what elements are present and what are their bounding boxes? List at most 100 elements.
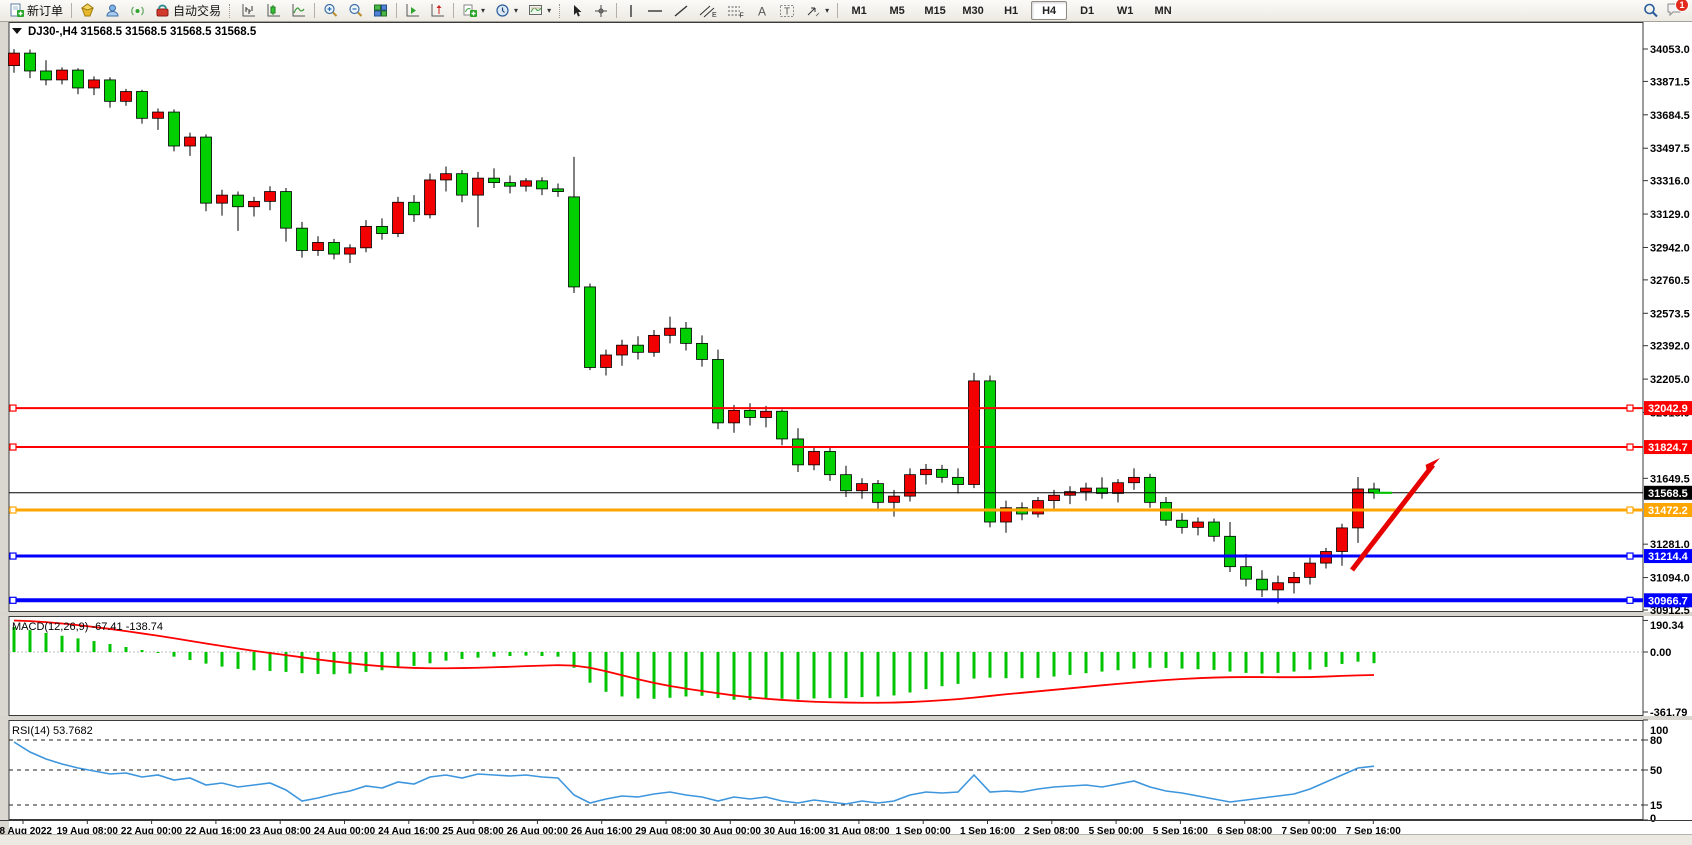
timeframe-button-mn[interactable]: MN — [1154, 4, 1172, 17]
candle — [328, 242, 340, 255]
text-label-tool-button[interactable]: T — [774, 1, 800, 21]
timeframe-button-m1[interactable]: M1 — [851, 4, 867, 17]
arrows-shapes-icon — [807, 7, 820, 16]
text-tool-button[interactable]: A — [750, 1, 774, 21]
pivot-line-orange-handle[interactable] — [9, 506, 17, 514]
fibonacci-tool-button[interactable]: F — [722, 1, 750, 21]
time-axis-label: 30 Aug 16:00 — [764, 826, 826, 834]
bar-chart-button[interactable] — [236, 1, 261, 21]
autotrading-button[interactable]: 自动交易 — [150, 1, 226, 21]
zoom-in-button[interactable] — [318, 1, 343, 21]
pane-separator[interactable] — [0, 612, 1692, 616]
vertical-line-tool-button[interactable] — [620, 1, 642, 21]
support-line-lower-handle[interactable] — [9, 596, 17, 604]
templates-button[interactable]: ▾ — [523, 1, 556, 21]
cursor-button[interactable] — [566, 1, 589, 21]
timeframe-button-h4[interactable]: H4 — [1031, 1, 1068, 20]
resistance-line-lower-handle[interactable] — [9, 443, 17, 451]
candle — [200, 136, 212, 204]
signals-button[interactable] — [125, 1, 150, 21]
candle — [424, 179, 436, 216]
market-button[interactable] — [75, 1, 100, 21]
crosshair-icon — [595, 4, 608, 17]
timeframe-button-m30[interactable]: M30 — [962, 4, 984, 17]
toolbar-grip[interactable] — [559, 3, 563, 18]
resistance-line-upper-handle[interactable] — [9, 404, 17, 412]
trendline-tool-button[interactable] — [668, 1, 694, 21]
price-badge — [1644, 503, 1692, 518]
support-line-upper-handle[interactable] — [1626, 552, 1634, 560]
price-axis-tick: 34053.0 — [1650, 44, 1690, 56]
price-badge-value: 31824.7 — [1648, 442, 1688, 454]
candle — [136, 91, 148, 119]
toolbar-separator — [453, 3, 455, 18]
candle — [1304, 562, 1316, 578]
chat-button[interactable]: 1 — [1666, 0, 1689, 20]
line-chart-button[interactable] — [286, 1, 311, 21]
candle — [408, 201, 420, 216]
vertical-line-icon — [630, 4, 632, 17]
price-axis-tick: 32760.5 — [1650, 275, 1690, 287]
timeframe-button-w1[interactable]: W1 — [1116, 4, 1134, 17]
zoom-out-button[interactable] — [343, 1, 368, 21]
shapes-dropdown-caret: ▾ — [825, 6, 830, 15]
crosshair-button[interactable] — [589, 1, 613, 21]
channel-tool-button[interactable]: E — [694, 1, 722, 21]
candle — [728, 409, 740, 424]
timeframe-button-d1[interactable]: D1 — [1080, 4, 1095, 17]
price-badge-value: 31568.5 — [1648, 488, 1688, 500]
chart-shift-button[interactable] — [425, 1, 450, 21]
pivot-line-orange-handle[interactable] — [1626, 506, 1634, 514]
cursor-icon — [574, 4, 582, 16]
candle — [1080, 487, 1092, 493]
periods-button[interactable]: ▾ — [490, 1, 523, 21]
candle — [1096, 487, 1108, 494]
candle — [712, 359, 724, 424]
candle — [536, 180, 548, 190]
candle — [1000, 507, 1012, 523]
trend-arrow[interactable] — [1350, 463, 1435, 572]
shapes-tool-button[interactable]: ▾ — [800, 1, 834, 21]
rsi-indicator-label: RSI(14) 53.7682 — [12, 725, 93, 737]
indicators-button[interactable]: ▾ — [457, 1, 490, 21]
new-order-button[interactable]: 新订单 — [4, 1, 68, 21]
candle — [1048, 494, 1060, 501]
candle — [40, 70, 52, 81]
support-line-lower-handle[interactable] — [1626, 596, 1634, 604]
macd-pane[interactable] — [8, 616, 1644, 716]
autoscroll-button[interactable] — [400, 1, 425, 21]
pane-separator[interactable] — [0, 716, 1692, 720]
window-left-frame — [0, 22, 9, 834]
candle — [1112, 482, 1124, 494]
support-line-upper-handle[interactable] — [9, 552, 17, 560]
one-click-trading-collapse-icon[interactable] — [12, 28, 22, 34]
candlestick-chart-button[interactable] — [261, 1, 286, 21]
time-axis-label: 31 Aug 08:00 — [828, 826, 890, 834]
candle — [696, 342, 708, 360]
timeframe-button-m5[interactable]: M5 — [889, 4, 905, 17]
toolbar-grip[interactable] — [229, 3, 233, 18]
price-axis-tick: 32942.0 — [1650, 242, 1690, 254]
trend-arrow-head[interactable] — [1425, 458, 1440, 473]
candle — [216, 194, 228, 204]
time-axis-label: 5 Sep 16:00 — [1153, 826, 1208, 834]
candle — [600, 354, 612, 368]
main-price-pane[interactable] — [8, 22, 1644, 612]
price-axis-tick: 33871.5 — [1650, 76, 1690, 88]
community-button[interactable] — [100, 1, 125, 21]
chart-area[interactable]: DJ30-,H4 31568.5 31568.5 31568.5 31568.5… — [0, 22, 1692, 837]
timeframe-button-m15[interactable]: M15 — [924, 4, 946, 17]
horizontal-line-tool-button[interactable] — [642, 1, 668, 21]
candle — [936, 468, 948, 478]
main-toolbar: 新订单 自动交易 — [0, 0, 1692, 22]
resistance-line-lower-handle[interactable] — [1626, 443, 1634, 451]
search-icon[interactable] — [1643, 3, 1658, 18]
bar-chart-icon — [242, 4, 256, 17]
candle — [88, 79, 100, 89]
timeframe-button-h1[interactable]: H1 — [1004, 4, 1019, 17]
toolbar-separator — [71, 3, 73, 18]
candlestick-series — [8, 49, 1380, 604]
candle — [440, 173, 452, 181]
resistance-line-upper-handle[interactable] — [1626, 404, 1634, 412]
tile-windows-button[interactable] — [368, 1, 393, 21]
